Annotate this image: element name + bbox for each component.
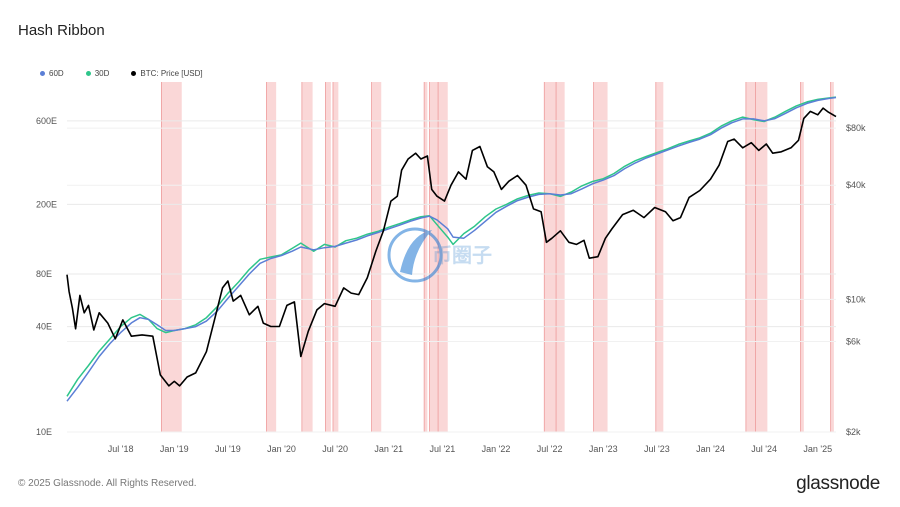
series-line-btc-price-usd-: [66, 107, 837, 387]
right-tick-label-4: $80k: [846, 123, 866, 133]
capitulation-band-8: [438, 82, 448, 432]
capitulation-band-16: [830, 82, 834, 432]
left-tick-label-3: 200E: [36, 199, 57, 209]
watermark-logo: 币圈子: [387, 227, 492, 283]
right-tick-label-2: $10k: [846, 294, 866, 304]
legend-dot-60d: [40, 71, 45, 76]
copyright-footer: © 2025 Glassnode. All Rights Reserved.: [18, 478, 197, 489]
x-tick-label-1: Jan '19: [160, 444, 189, 454]
capitulation-band-5: [371, 82, 382, 432]
capitulation-band-13: [745, 82, 756, 432]
legend: 60D 30D BTC: Price [USD]: [40, 69, 203, 78]
legend-dot-30d: [85, 71, 91, 76]
legend-item-30d[interactable]: 30D: [85, 69, 110, 78]
watermark-swoosh: [400, 230, 432, 275]
x-tick-label-2: Jul '19: [215, 444, 241, 454]
capitulation-band-3: [325, 82, 331, 432]
series-line-60d: [66, 96, 837, 402]
chart-title: Hash Ribbon: [18, 22, 105, 39]
glassnode-logo[interactable]: glassnode: [796, 473, 880, 494]
left-tick-label-1: 40E: [36, 322, 52, 332]
watermark-text: 币圈子: [432, 244, 492, 267]
left-tick-label-2: 80E: [36, 269, 52, 279]
x-tick-label-3: Jan '20: [267, 444, 296, 454]
capitulation-band-10: [556, 82, 565, 432]
x-tick-label-10: Jul '23: [644, 444, 670, 454]
legend-label-btc-price: BTC: Price [USD]: [140, 69, 203, 78]
capitulation-band-12: [655, 82, 664, 432]
right-tick-label-1: $6k: [846, 336, 861, 346]
capitulation-band-14: [755, 82, 768, 432]
capitulation-band-15: [800, 82, 804, 432]
x-tick-label-11: Jan '24: [696, 444, 725, 454]
legend-item-btc-price[interactable]: BTC: Price [USD]: [131, 69, 203, 78]
legend-item-60d[interactable]: 60D: [40, 69, 64, 78]
capitulation-band-2: [301, 82, 313, 432]
right-tick-label-3: $40k: [846, 180, 866, 190]
capitulation-band-6: [424, 82, 428, 432]
x-tick-label-13: Jan '25: [803, 444, 832, 454]
capitulation-band-7: [429, 82, 439, 432]
x-tick-label-0: Jul '18: [108, 444, 134, 454]
legend-label-30d: 30D: [94, 69, 110, 78]
x-tick-label-6: Jul '21: [430, 444, 456, 454]
capitulation-band-9: [544, 82, 557, 432]
capitulation-band-0: [161, 82, 182, 432]
capitulation-band-11: [593, 82, 608, 432]
legend-dot-btc-price: [131, 71, 137, 76]
legend-label-60d: 60D: [49, 69, 64, 78]
x-tick-label-4: Jul '20: [322, 444, 348, 454]
x-tick-label-12: Jul '24: [751, 444, 777, 454]
x-tick-label-9: Jan '23: [589, 444, 618, 454]
capitulation-band-4: [332, 82, 339, 432]
left-tick-label-0: 10E: [36, 427, 52, 437]
watermark-circle: [387, 227, 443, 283]
left-tick-label-4: 600E: [36, 116, 57, 126]
right-tick-label-0: $2k: [846, 427, 861, 437]
x-tick-label-8: Jul '22: [537, 444, 563, 454]
x-tick-label-5: Jan '21: [374, 444, 403, 454]
x-tick-label-7: Jan '22: [482, 444, 511, 454]
